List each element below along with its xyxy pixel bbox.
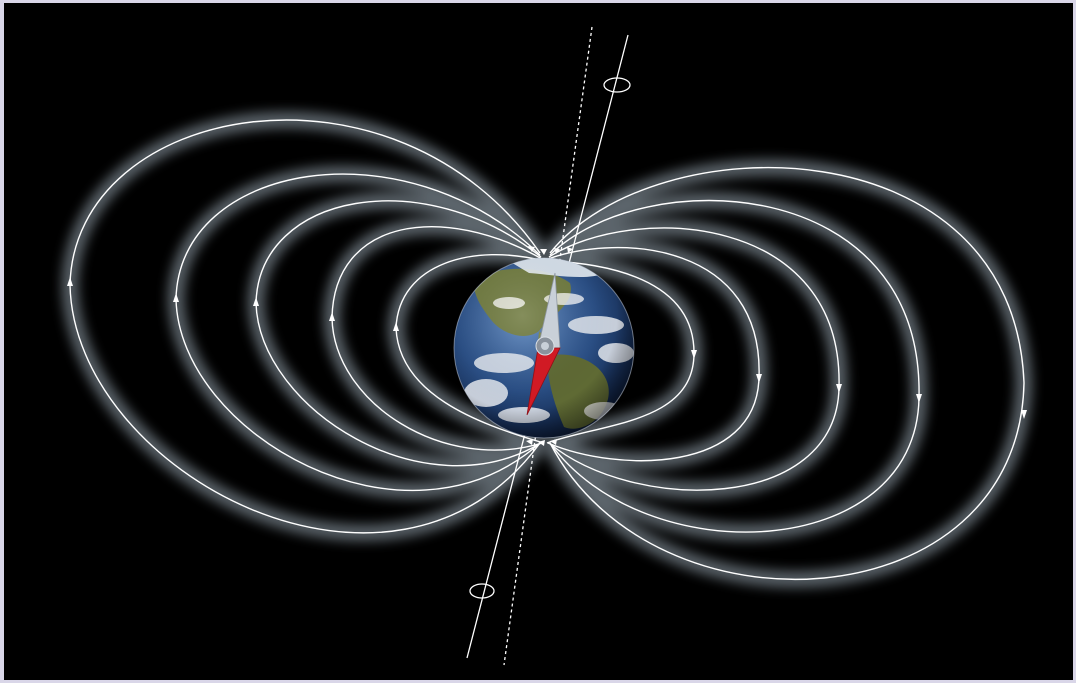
magnetic-field-diagram	[61, 26, 1033, 666]
arrow-icon	[550, 439, 557, 445]
arrow-icon	[528, 246, 535, 252]
arrow-icon	[253, 297, 259, 306]
field-line-right-1	[549, 166, 1025, 581]
arrow-icon	[916, 394, 922, 403]
arrow-icon	[540, 249, 547, 255]
arrow-icon	[67, 277, 73, 286]
rotation-arrow-top-icon	[603, 77, 631, 93]
arrow-icon	[691, 350, 697, 359]
pole-arrows	[526, 246, 573, 446]
arrow-icon	[393, 322, 399, 331]
field-direction-arrows	[67, 277, 1027, 419]
arrow-icon	[526, 439, 533, 445]
arrow-icon	[836, 384, 842, 393]
rotation-arrow-bottom-icon	[469, 583, 495, 599]
arrow-icon	[1021, 410, 1027, 419]
diagram-frame	[4, 3, 1073, 680]
arrow-icon	[554, 248, 560, 254]
arrow-icon	[329, 312, 335, 321]
arrow-icon	[567, 247, 573, 253]
compass-needle-icon	[526, 272, 561, 416]
arrow-icon	[756, 374, 762, 383]
magnetic-axis	[503, 26, 593, 666]
arrow-icon	[173, 293, 179, 302]
arrow-icon	[538, 440, 545, 446]
